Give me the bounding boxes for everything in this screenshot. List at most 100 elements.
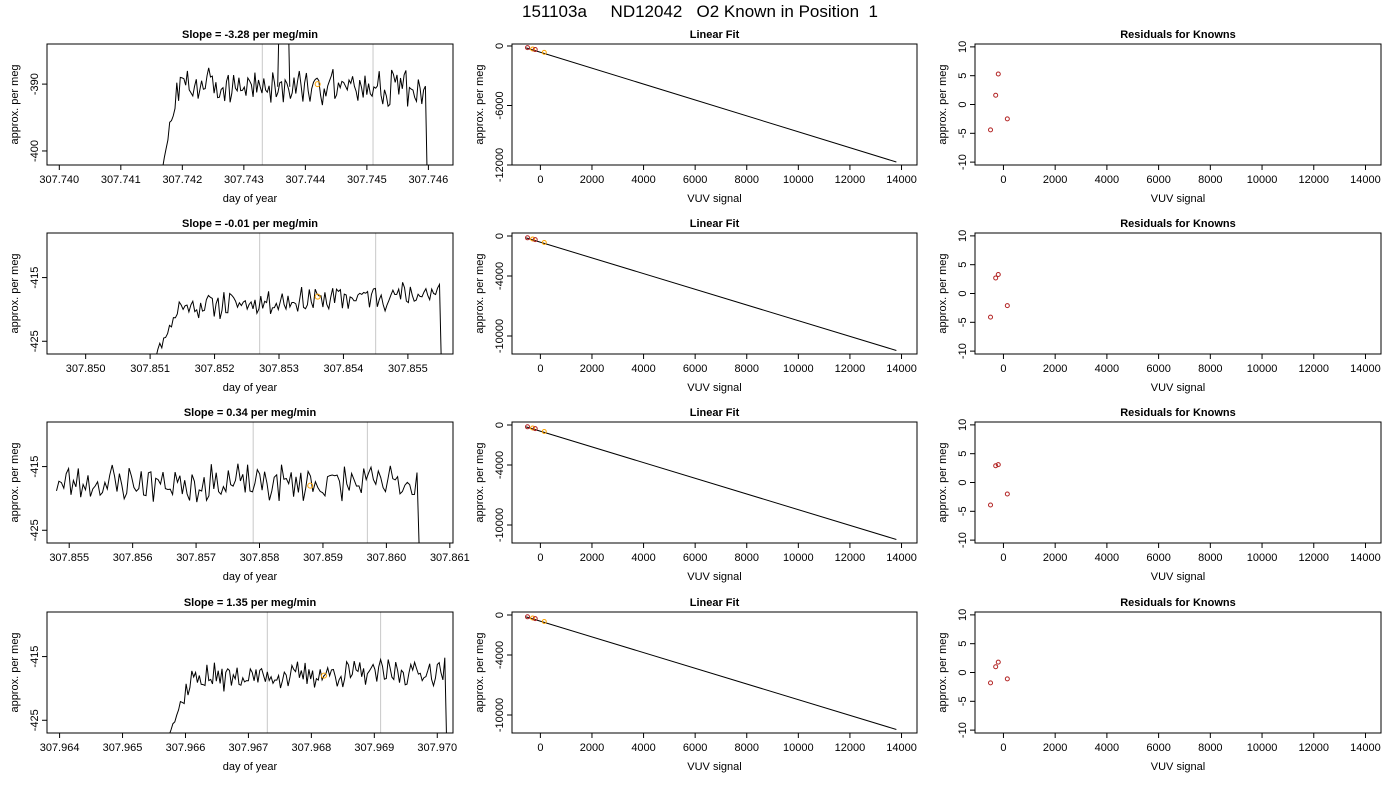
y-tick-label: -5 (957, 506, 969, 516)
y-tick-label: -4000 (494, 451, 506, 479)
x-tick-label: 4000 (631, 552, 655, 564)
x-tick-label: 14000 (1350, 742, 1381, 754)
x-tick-label: 307.741 (101, 174, 141, 186)
y-tick-label: 0 (494, 422, 506, 428)
x-tick-label: 307.852 (195, 363, 235, 375)
x-axis: 307.850 307.851 307.852 307.853 307.854 307.8… (66, 354, 428, 375)
figure-title: 151103a ND12042 O2 Known in Position 1 (522, 2, 878, 21)
y-axis-label: approx. per meg (9, 442, 21, 522)
spike (277, 44, 291, 87)
x-tick-label: 307.964 (40, 742, 80, 754)
y-tick-label: 10 (957, 41, 969, 53)
x-axis-label: VUV signal (687, 193, 741, 205)
panel-title: Linear Fit (690, 29, 740, 41)
data-point (995, 659, 1001, 665)
x-tick-label: 0 (1000, 174, 1006, 186)
x-tick-label: 2000 (580, 552, 604, 564)
x-tick-label: 4000 (1095, 552, 1119, 564)
x-tick-label: 12000 (835, 552, 866, 564)
x-tick-label: 0 (537, 174, 543, 186)
y-axis-label: approx. per meg (474, 442, 486, 522)
y-axis: -425 -415 (29, 456, 47, 541)
x-tick-label: 307.851 (130, 363, 170, 375)
x-tick-label: 6000 (1146, 174, 1170, 186)
x-tick-label: 0 (537, 552, 543, 564)
data-point (988, 502, 994, 508)
x-tick-label: 307.742 (162, 174, 202, 186)
x-tick-label: 8000 (1198, 174, 1222, 186)
plot-area (988, 659, 1010, 686)
x-tick-label: 10000 (1247, 363, 1278, 375)
panel-title: Slope = 1.35 per meg/min (184, 597, 317, 609)
plot-frame (974, 43, 1382, 166)
y-tick-label: 0 (957, 479, 969, 485)
data-point (524, 45, 530, 51)
x-tick-label: 14000 (886, 742, 917, 754)
y-tick-label: -12000 (494, 148, 506, 182)
data-point (993, 463, 999, 469)
x-tick-label: 307.743 (224, 174, 264, 186)
x-tick-label: 6000 (683, 174, 707, 186)
data-point (995, 462, 1001, 468)
x-tick-label: 0 (537, 742, 543, 754)
panel-8: Linear Fit 0 2000 4000 6000 8000 10000 12000 140… (474, 407, 918, 583)
data-point (1004, 676, 1010, 682)
data-trace (169, 657, 447, 733)
y-tick-label: -10000 (494, 319, 506, 353)
y-tick-label: 0 (957, 290, 969, 296)
x-tick-label: 2000 (580, 742, 604, 754)
x-tick-label: 4000 (1095, 742, 1119, 754)
x-tick-label: 14000 (1350, 174, 1381, 186)
plot-area (524, 235, 897, 351)
data-point (995, 71, 1001, 77)
data-trace (162, 67, 428, 165)
plot-frame (974, 421, 1382, 544)
x-tick-label: 307.859 (303, 552, 343, 564)
x-tick-label: 2000 (1043, 363, 1067, 375)
x-tick-label: 307.853 (259, 363, 299, 375)
x-tick-label: 12000 (1298, 552, 1329, 564)
x-axis-label: day of year (223, 382, 278, 394)
x-axis-label: VUV signal (1151, 193, 1205, 205)
x-tick-label: 2000 (1043, 742, 1067, 754)
plot-frame (46, 611, 454, 734)
x-tick-label: 14000 (886, 363, 917, 375)
x-tick-label: 14000 (1350, 552, 1381, 564)
y-tick-label: -10000 (494, 698, 506, 732)
y-axis-label: approx. per meg (937, 253, 949, 333)
x-tick-label: 307.745 (347, 174, 387, 186)
x-tick-label: 6000 (1146, 552, 1170, 564)
y-axis-label: approx. per meg (474, 632, 486, 712)
plot-frame (974, 611, 1382, 734)
y-axis-label: approx. per meg (9, 632, 21, 712)
x-tick-label: 307.858 (240, 552, 280, 564)
data-point (524, 235, 530, 241)
x-tick-label: 6000 (683, 552, 707, 564)
y-tick-label: -4000 (494, 641, 506, 669)
y-tick-label: -5 (957, 317, 969, 327)
x-tick-label: 8000 (1198, 552, 1222, 564)
data-point (524, 614, 530, 620)
x-axis: 0 2000 4000 6000 8000 10000 12000 14000 (537, 543, 917, 564)
x-tick-label: 6000 (683, 363, 707, 375)
data-point (1004, 491, 1010, 497)
plot-frame (511, 611, 918, 734)
y-tick-label: 10 (957, 609, 969, 621)
y-axis-label: approx. per meg (474, 64, 486, 144)
y-axis-label: approx. per meg (937, 64, 949, 144)
y-tick-label: -390 (29, 73, 41, 95)
x-tick-label: 10000 (783, 363, 814, 375)
y-tick-label: -425 (29, 330, 41, 352)
panel-title: Residuals for Knowns (1120, 597, 1236, 609)
data-point (1004, 303, 1010, 309)
plot-area (988, 462, 1010, 508)
x-tick-label: 8000 (735, 552, 759, 564)
plot-frame (511, 421, 918, 544)
panel-5: Linear Fit 0 2000 4000 6000 8000 10000 12000 140… (474, 218, 918, 394)
plot-area (162, 44, 428, 165)
y-tick-label: -6000 (494, 91, 506, 119)
